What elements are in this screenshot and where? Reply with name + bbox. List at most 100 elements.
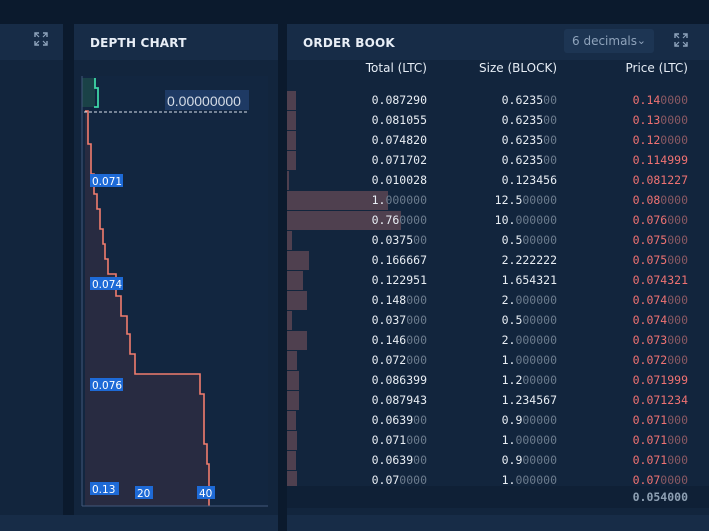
price-cell: 0.073000 [633, 333, 688, 347]
price-cell: 0.081227 [633, 173, 688, 187]
total-cell-value: 0.010028 [371, 173, 427, 187]
total-cell: 0.037000 [372, 313, 427, 327]
size-cell: 1.000000 [502, 353, 557, 367]
price-cell: 0.080000 [633, 193, 688, 207]
price-cell-value: 0.074321 [632, 273, 688, 287]
total-cell-trailing-zeros: 00 [413, 413, 427, 427]
total-cell: 0.063900 [372, 453, 427, 467]
order-book-row[interactable]: 0.072000 1.000000 0.072000 [287, 350, 709, 370]
price-cell-trailing-zeros: 0000 [660, 113, 688, 127]
bottom-panel-header [287, 515, 709, 531]
size-cell-trailing-zeros: 00 [543, 153, 557, 167]
depth-bar [287, 91, 297, 110]
price-label: 0.074 [90, 277, 123, 291]
price-cell-value: 0.081227 [632, 173, 688, 187]
size-cell-value: 1.234567 [501, 393, 557, 407]
total-cell-value: 0.037 [371, 313, 407, 327]
total-cell: 0.071702 [372, 153, 427, 167]
order-book-row[interactable]: 0.760000 10.000000 0.076000 [287, 210, 709, 230]
total-cell-trailing-zeros: 0000 [399, 213, 427, 227]
decimals-dropdown[interactable]: 6 decimals ⌄ [564, 29, 654, 53]
size-cell-trailing-zeros: 00 [543, 113, 557, 127]
depth-bar [287, 171, 290, 190]
order-book-row[interactable]: 0.063900 0.900000 0.071000 [287, 410, 709, 430]
bottom-panel-header [0, 515, 278, 531]
total-cell: 0.010028 [372, 173, 427, 187]
price-cell: 0.072000 [633, 353, 688, 367]
total-cell: 1.000000 [372, 193, 427, 207]
size-cell: 0.623500 [502, 133, 557, 147]
total-cell-value: 0.081055 [371, 113, 427, 127]
order-book-row[interactable]: 0.122951 1.654321 0.074321 [287, 270, 709, 290]
size-cell: 1.000000 [502, 433, 557, 447]
order-book-row[interactable]: 0.166667 2.222222 0.075000 [287, 250, 709, 270]
last-price: 0.054000 [632, 490, 688, 504]
total-cell-trailing-zeros: 000 [406, 333, 427, 347]
order-book-row[interactable]: 0.071000 1.000000 0.071000 [287, 430, 709, 450]
order-book-row[interactable]: 0.010028 0.123456 0.081227 [287, 170, 709, 190]
total-cell-trailing-zeros: 000 [406, 433, 427, 447]
size-cell: 0.123456 [502, 173, 557, 187]
price-cell: 0.130000 [633, 113, 688, 127]
total-cell: 0.037500 [372, 233, 427, 247]
price-cell-trailing-zeros: 000 [667, 253, 688, 267]
total-cell: 0.071000 [372, 433, 427, 447]
size-cell-trailing-zeros: 00 [543, 93, 557, 107]
size-cell: 12.500000 [495, 193, 557, 207]
order-book-row[interactable]: 1.000000 12.500000 0.080000 [287, 190, 709, 210]
total-cell: 0.074820 [372, 133, 427, 147]
column-header-total[interactable]: Total (LTC) [365, 61, 427, 75]
order-book-row[interactable]: 0.146000 2.000000 0.073000 [287, 330, 709, 350]
size-cell-value: 0.6235 [501, 133, 544, 147]
size-cell-value: 0.5 [501, 233, 523, 247]
size-cell-value: 1.654321 [501, 273, 557, 287]
order-book-row[interactable]: 0.074820 0.623500 0.120000 [287, 130, 709, 150]
price-readout-bg [165, 90, 249, 110]
order-book-row[interactable]: 0.081055 0.623500 0.130000 [287, 110, 709, 130]
order-book-row[interactable]: 0.070000 1.000000 0.070000 [287, 470, 709, 490]
total-cell-trailing-zeros: 000 [406, 353, 427, 367]
expand-icon[interactable] [34, 32, 48, 46]
column-header-size[interactable]: Size (BLOCK) [479, 61, 557, 75]
column-header-price[interactable]: Price (LTC) [625, 61, 689, 75]
depth-bar [287, 111, 297, 130]
price-cell: 0.071000 [633, 453, 688, 467]
order-book-row[interactable]: 0.087290 0.623500 0.140000 [287, 90, 709, 110]
order-book-row[interactable]: 0.071702 0.623500 0.114999 [287, 150, 709, 170]
price-cell: 0.120000 [633, 133, 688, 147]
order-book-row[interactable]: 0.148000 2.000000 0.074000 [287, 290, 709, 310]
depth-bar [287, 211, 401, 230]
price-cell: 0.114999 [633, 153, 688, 167]
total-cell: 0.760000 [372, 213, 427, 227]
size-cell-trailing-zeros: 00000 [522, 453, 557, 467]
price-cell-value: 0.071 [632, 453, 668, 467]
order-book-row[interactable]: 0.037000 0.500000 0.074000 [287, 310, 709, 330]
depth-bar [287, 391, 299, 410]
size-cell-trailing-zeros: 00000 [522, 413, 557, 427]
order-book-row[interactable]: 0.037500 0.500000 0.075000 [287, 230, 709, 250]
size-cell-value: 0.6235 [501, 93, 544, 107]
size-cell: 1.654321 [502, 273, 557, 287]
order-book-row[interactable]: 0.086399 1.200000 0.071999 [287, 370, 709, 390]
volume-label: 20 [135, 486, 153, 500]
size-cell-value: 0.123456 [501, 173, 557, 187]
volume-label: 40 [197, 486, 215, 500]
total-cell: 0.166667 [372, 253, 427, 267]
size-cell: 0.500000 [502, 313, 557, 327]
depth-chart-panel: DEPTH CHART 0.00000000 0.071 0.074 0.076 [74, 24, 278, 520]
price-cell-trailing-zeros: 0000 [660, 93, 688, 107]
price-label: 0.071 [90, 174, 123, 188]
depth-chart-canvas[interactable]: 0.00000000 0.071 0.074 0.076 0.13 20 40 [74, 24, 278, 520]
price-label-text: 0.076 [92, 380, 122, 392]
total-cell-value: 0.0639 [371, 413, 414, 427]
order-book-row[interactable]: 0.087943 1.234567 0.071234 [287, 390, 709, 410]
depth-bar [287, 271, 304, 290]
order-book-row[interactable]: 0.063900 0.900000 0.071000 [287, 450, 709, 470]
total-cell: 0.087943 [372, 393, 427, 407]
total-cell: 0.087290 [372, 93, 427, 107]
price-cell-value: 0.071 [632, 433, 668, 447]
depth-bar [287, 291, 307, 310]
total-cell: 0.081055 [372, 113, 427, 127]
size-cell-trailing-zeros: 000000 [515, 353, 557, 367]
expand-icon[interactable] [674, 33, 688, 47]
